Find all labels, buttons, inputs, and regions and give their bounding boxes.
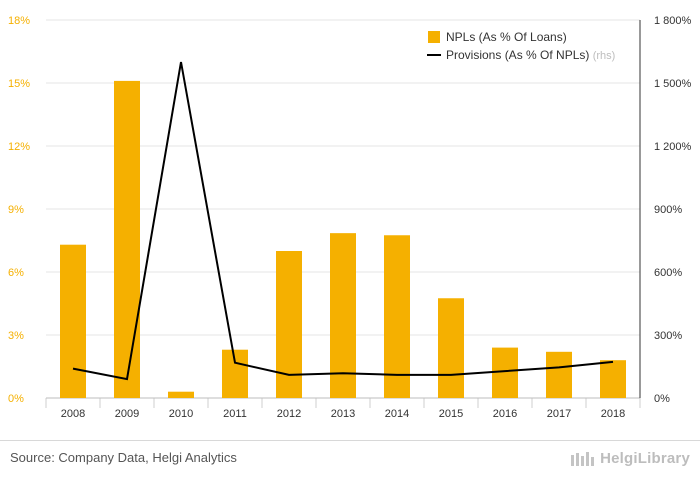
x-tick-label: 2012 xyxy=(277,408,301,420)
x-tick-label: 2011 xyxy=(223,408,247,420)
y-left-tick-label: 0% xyxy=(8,393,24,405)
bar-2009 xyxy=(114,80,140,399)
footer-divider xyxy=(0,440,700,441)
legend-swatch-npls xyxy=(428,31,440,43)
y-right-tick-label: 600% xyxy=(654,267,682,279)
y-right-tick-label: 900% xyxy=(654,204,682,216)
legend-rhs-note: (rhs) xyxy=(593,50,616,62)
legend-label-provisions: Provisions (As % Of NPLs) (rhs) xyxy=(446,48,615,62)
legend-label-npls: NPLs (As % Of Loans) xyxy=(446,30,567,44)
y-right-tick-label: 300% xyxy=(654,330,682,342)
chart: 0% 0% 3% 300% 6% 600% 9% 900% 12% 1 200% 15% 1 500%… xyxy=(8,15,692,420)
x-tick-label: 2010 xyxy=(169,408,193,420)
y-right-tick-label: 1 200% xyxy=(654,141,692,153)
brand-name: HelgiLibrary xyxy=(600,450,690,467)
y-left-tick-label: 3% xyxy=(8,330,24,342)
x-tick-label: 2016 xyxy=(493,408,517,420)
x-tick-label: 2014 xyxy=(385,408,409,420)
bar-2010 xyxy=(168,391,194,398)
bar-2012 xyxy=(276,251,302,398)
x-tick-label: 2015 xyxy=(439,408,463,420)
x-tick-label: 2008 xyxy=(61,408,85,420)
y-left-tick-label: 18% xyxy=(8,15,30,27)
brand-logo[interactable]: HelgiLibrary xyxy=(570,450,690,467)
y-right-tick-label: 1 500% xyxy=(654,78,692,90)
y-right-tick-label: 0% xyxy=(654,393,670,405)
bar-2013 xyxy=(330,233,356,398)
x-tick-label: 2018 xyxy=(601,408,625,420)
bar-2017 xyxy=(546,351,572,398)
bar-2018 xyxy=(600,360,626,398)
x-tick-label: 2009 xyxy=(115,408,139,420)
provisions-line xyxy=(72,61,614,381)
y-left-tick-label: 12% xyxy=(8,141,30,153)
y-right-tick-label: 1 800% xyxy=(654,15,692,27)
y-left-tick-label: 15% xyxy=(8,78,30,90)
bar-2015 xyxy=(438,298,464,398)
x-tick-label: 2017 xyxy=(547,408,571,420)
bar-2014 xyxy=(384,235,410,398)
bar-2008 xyxy=(60,244,86,398)
x-tick-label: 2013 xyxy=(331,408,355,420)
source-note: Source: Company Data, Helgi Analytics xyxy=(10,450,237,465)
library-logo-icon xyxy=(571,451,595,466)
y-left-tick-label: 6% xyxy=(8,267,24,279)
bar-2016 xyxy=(492,347,518,398)
y-left-tick-label: 9% xyxy=(8,204,24,216)
bar-2011 xyxy=(222,349,248,398)
